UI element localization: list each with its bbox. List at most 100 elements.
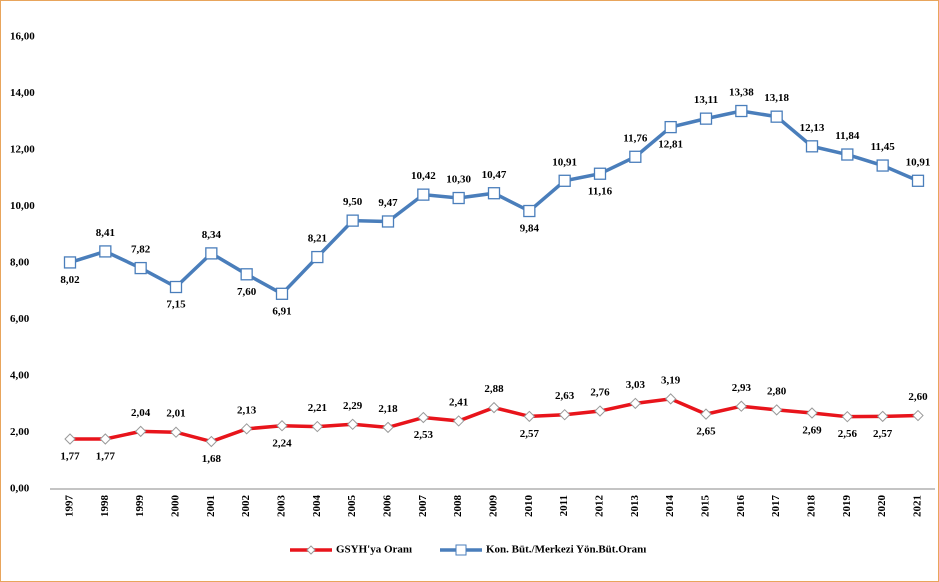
x-tick-label: 2012 xyxy=(594,495,606,518)
marker xyxy=(382,421,394,434)
x-tick-label: 2013 xyxy=(629,495,641,518)
data-label: 8,34 xyxy=(202,229,222,241)
x-tick-label: 2019 xyxy=(841,495,853,518)
x-tick-label: 2020 xyxy=(876,495,888,518)
marker xyxy=(629,397,642,410)
x-tick-label: 2017 xyxy=(770,495,782,518)
marker xyxy=(346,418,359,431)
marker xyxy=(205,435,218,448)
data-label: 2,63 xyxy=(555,390,575,402)
marker xyxy=(275,287,289,300)
x-tick-label: 1997 xyxy=(64,495,76,518)
marker xyxy=(629,150,642,163)
marker xyxy=(487,187,501,200)
data-label: 9,84 xyxy=(520,223,540,235)
marker xyxy=(99,433,112,445)
x-tick-label: 2018 xyxy=(806,495,818,518)
marker xyxy=(841,148,854,161)
marker xyxy=(912,409,924,422)
x-tick-label: 2006 xyxy=(382,495,394,518)
data-label: 10,42 xyxy=(411,170,436,182)
x-tick-label: 2003 xyxy=(276,495,288,518)
data-label: 9,47 xyxy=(378,197,398,209)
x-tick-label: 2001 xyxy=(205,495,217,517)
data-label: 12,81 xyxy=(658,139,683,151)
data-label: 11,45 xyxy=(871,141,896,153)
x-tick-label: 1999 xyxy=(134,495,146,518)
marker xyxy=(593,167,607,180)
marker xyxy=(240,423,253,435)
marker xyxy=(558,408,571,421)
legend-label: Kon. Büt./Merkezi Yön.Büt.Oranı xyxy=(486,544,646,556)
data-label: 7,15 xyxy=(166,299,186,311)
data-label: 2,57 xyxy=(520,428,540,440)
data-label: 13,38 xyxy=(729,87,754,99)
x-tick-label: 2011 xyxy=(558,495,570,516)
marker xyxy=(99,245,112,258)
marker xyxy=(699,112,713,125)
data-label: 2,53 xyxy=(414,429,434,441)
marker xyxy=(169,280,183,294)
data-label: 8,21 xyxy=(308,233,327,245)
marker xyxy=(205,247,218,260)
data-label: 2,69 xyxy=(802,425,822,437)
data-label: 3,19 xyxy=(661,374,681,386)
legend-marker xyxy=(455,544,467,556)
x-tick-label: 2010 xyxy=(523,495,535,518)
legend-marker xyxy=(306,545,316,555)
data-label: 2,01 xyxy=(166,408,185,420)
data-label: 13,11 xyxy=(694,94,718,106)
data-label: 13,18 xyxy=(764,92,789,104)
data-label: 10,47 xyxy=(482,169,507,181)
marker xyxy=(417,188,430,201)
marker xyxy=(452,191,465,205)
x-tick-label: 2009 xyxy=(488,495,500,518)
x-tick-label: 2004 xyxy=(311,495,323,518)
marker xyxy=(523,410,536,423)
marker xyxy=(134,425,147,438)
marker xyxy=(770,110,783,123)
data-label: 2,29 xyxy=(343,400,363,412)
data-label: 2,04 xyxy=(131,407,151,419)
data-label: 6,91 xyxy=(272,305,291,317)
data-label: 2,93 xyxy=(732,382,752,394)
data-label: 10,91 xyxy=(552,156,577,168)
data-label: 12,13 xyxy=(800,122,825,134)
data-label: 1,77 xyxy=(96,451,116,463)
marker xyxy=(170,426,182,438)
x-tick-label: 2015 xyxy=(700,495,712,518)
data-label: 2,24 xyxy=(272,437,292,449)
x-tick-label: 2005 xyxy=(346,495,358,518)
data-label: 10,91 xyxy=(906,156,931,168)
data-label: 1,77 xyxy=(60,451,80,463)
marker xyxy=(806,407,818,419)
x-tick-label: 2016 xyxy=(735,495,747,518)
marker xyxy=(805,140,819,153)
x-tick-label: 2007 xyxy=(417,495,429,518)
data-label: 11,76 xyxy=(623,132,648,144)
marker xyxy=(876,159,889,172)
data-label: 9,50 xyxy=(343,196,363,208)
x-tick-label: 2021 xyxy=(912,495,924,517)
data-label: 2,57 xyxy=(873,428,893,440)
marker xyxy=(700,408,712,420)
data-label: 8,02 xyxy=(60,274,80,286)
y-tick-label: 12,00 xyxy=(10,144,35,156)
marker xyxy=(770,404,783,416)
marker xyxy=(240,268,253,281)
marker xyxy=(64,433,76,445)
marker xyxy=(311,250,324,264)
data-label: 8,41 xyxy=(96,227,115,239)
data-label: 7,82 xyxy=(131,244,151,256)
marker xyxy=(558,174,571,187)
y-tick-label: 6,00 xyxy=(10,313,30,325)
data-label: 11,84 xyxy=(835,130,860,142)
data-label: 2,41 xyxy=(449,396,468,408)
marker xyxy=(664,393,677,405)
marker xyxy=(311,420,324,433)
marker xyxy=(346,214,359,227)
marker xyxy=(664,120,677,134)
marker xyxy=(523,204,536,218)
